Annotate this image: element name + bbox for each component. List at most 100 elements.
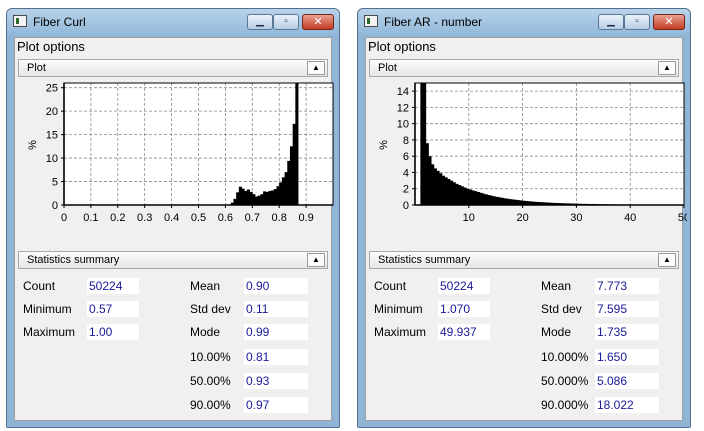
fiber-ar-window: Fiber AR - number ▁ ▫ ✕ Plot options Plo… <box>357 8 691 428</box>
histogram-bar <box>441 175 445 205</box>
y-tick-label: 5 <box>52 177 58 189</box>
histogram-bar <box>530 201 534 205</box>
histogram-bar <box>236 192 240 205</box>
maximize-button[interactable]: ▫ <box>624 14 650 30</box>
histogram-bar <box>425 143 429 205</box>
statistics-section-header[interactable]: Statistics summary ▲ <box>18 251 328 269</box>
plot-section-header[interactable]: Plot ▲ <box>369 59 679 77</box>
histogram-bar <box>244 190 248 205</box>
y-tick-label: 0 <box>52 200 58 212</box>
plot-section-header[interactable]: Plot ▲ <box>18 59 328 77</box>
y-tick-label: 15 <box>46 130 58 142</box>
plot-options-menu[interactable]: Plot options <box>368 39 436 54</box>
p10-label: 10.00% <box>190 350 231 364</box>
collapse-up-icon: ▲ <box>663 63 671 72</box>
histogram-bar <box>284 172 288 205</box>
collapse-statistics-button[interactable]: ▲ <box>658 253 676 267</box>
histogram-bar <box>533 201 537 205</box>
x-tick-label: 30 <box>570 212 582 224</box>
histogram-bar <box>271 190 275 205</box>
histogram-bar <box>436 170 440 205</box>
histogram-bar <box>460 186 464 205</box>
x-tick-label: 20 <box>516 212 528 224</box>
histogram-bar <box>471 190 475 205</box>
minimum-value: 1.070 <box>438 301 490 317</box>
minimize-button[interactable]: ▁ <box>598 14 624 30</box>
histogram-bar <box>444 177 448 205</box>
x-tick-label: 0.9 <box>298 212 313 224</box>
histogram-bar <box>423 83 427 205</box>
maximize-button[interactable]: ▫ <box>273 14 299 30</box>
histogram-bar <box>498 197 502 205</box>
histogram-bar <box>544 202 548 205</box>
histogram-bar <box>265 191 269 205</box>
histogram-bar <box>289 146 294 205</box>
histogram-bar <box>431 164 435 205</box>
mean-label: Mean <box>541 279 572 293</box>
histogram-bar <box>279 182 283 205</box>
p10-value: 1.650 <box>595 349 659 365</box>
minimum-value: 0.57 <box>87 301 139 317</box>
statistics-section-header[interactable]: Statistics summary ▲ <box>369 251 679 269</box>
histogram-bar <box>549 202 553 205</box>
y-axis-label: % <box>378 140 390 150</box>
y-tick-label: 10 <box>46 153 58 165</box>
histogram-bar <box>525 201 529 205</box>
collapse-plot-button[interactable]: ▲ <box>658 61 676 75</box>
histogram-bar <box>479 192 483 205</box>
histogram-bar <box>474 191 478 205</box>
collapse-statistics-button[interactable]: ▲ <box>307 253 325 267</box>
y-tick-label: 4 <box>403 167 409 179</box>
histogram-bar <box>241 188 245 205</box>
window-client: Plot options Plot ▲ 0 5 10 15 20 25 0 0.1 0.2 0.3… <box>14 37 334 424</box>
plot-section-label: Plot <box>378 62 397 74</box>
histogram-bar <box>273 189 277 205</box>
title-bar[interactable]: Fiber Curl ▁ ▫ ✕ <box>7 9 339 35</box>
x-tick-label: 0.7 <box>245 212 260 224</box>
x-tick-label: 0.4 <box>164 212 179 224</box>
app-icon[interactable] <box>13 15 27 27</box>
count-value: 50224 <box>87 278 139 294</box>
minimize-button[interactable]: ▁ <box>247 14 273 30</box>
histogram-bar <box>249 191 253 205</box>
histogram-bar <box>484 194 489 205</box>
histogram-bar <box>506 198 510 205</box>
histogram-bar <box>519 200 523 205</box>
histogram-bar <box>452 182 456 205</box>
histogram-bar <box>449 180 454 205</box>
x-tick-label: 0.1 <box>83 212 98 224</box>
histogram-bar <box>552 202 556 205</box>
histogram-bar <box>292 123 296 205</box>
window-title: Fiber AR - number <box>384 15 483 29</box>
maximize-icon: ▫ <box>284 16 288 27</box>
minimum-label: Minimum <box>374 302 423 316</box>
histogram-bar <box>252 194 256 205</box>
close-icon: ✕ <box>313 16 323 28</box>
y-tick-label: 25 <box>46 83 58 95</box>
maximum-value: 49.937 <box>438 324 490 340</box>
histogram-bar <box>501 197 505 205</box>
histogram-bar <box>517 200 521 205</box>
app-icon[interactable] <box>364 15 378 27</box>
histogram-bar <box>536 201 540 205</box>
histogram-bar <box>466 188 470 205</box>
collapse-plot-button[interactable]: ▲ <box>307 61 325 75</box>
statistics-summary: Count 50224 Minimum 1.070 Maximum 49.937… <box>366 274 684 424</box>
mode-label: Mode <box>541 325 572 339</box>
statistics-section-label: Statistics summary <box>27 254 120 266</box>
histogram-bar <box>433 168 437 205</box>
p90-label: 90.00% <box>190 398 231 412</box>
close-button[interactable]: ✕ <box>653 14 685 30</box>
plot-options-menu[interactable]: Plot options <box>17 39 85 54</box>
plot-area <box>415 83 684 205</box>
histogram-bar <box>420 83 424 205</box>
statistics-summary: Count 50224 Minimum 0.57 Maximum 1.00 Me… <box>15 274 333 424</box>
histogram-bar <box>495 196 499 205</box>
histogram-bar <box>565 203 569 205</box>
count-label: Count <box>23 279 56 293</box>
collapse-up-icon: ▲ <box>663 255 671 264</box>
histogram-bar <box>238 186 242 205</box>
histogram-bar <box>503 198 507 205</box>
title-bar[interactable]: Fiber AR - number ▁ ▫ ✕ <box>358 9 690 35</box>
close-button[interactable]: ✕ <box>302 14 334 30</box>
